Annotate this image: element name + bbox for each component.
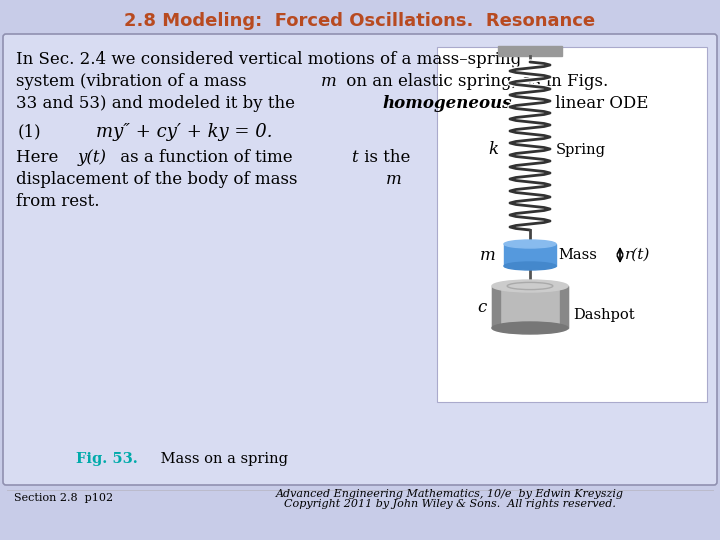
Text: In Sec. 2.4 we considered vertical motions of a mass–spring: In Sec. 2.4 we considered vertical motio… — [16, 51, 521, 68]
Text: from rest.: from rest. — [16, 193, 99, 210]
Text: m: m — [386, 171, 402, 188]
Text: as a function of time: as a function of time — [115, 149, 298, 166]
Text: system (vibration of a mass: system (vibration of a mass — [16, 73, 252, 90]
Ellipse shape — [504, 240, 556, 248]
Text: Dashpot: Dashpot — [573, 308, 634, 322]
Ellipse shape — [504, 262, 556, 270]
Bar — [498, 46, 562, 56]
Text: k: k — [488, 141, 498, 159]
Bar — [560, 286, 568, 328]
Text: Here: Here — [16, 149, 63, 166]
Ellipse shape — [492, 322, 568, 334]
Text: on an elastic spring, as in Figs.: on an elastic spring, as in Figs. — [341, 73, 608, 90]
Ellipse shape — [492, 280, 568, 292]
Text: Fig. 53.: Fig. 53. — [76, 452, 138, 466]
Text: t: t — [351, 149, 357, 166]
Text: Mass on a spring: Mass on a spring — [156, 452, 288, 466]
Bar — [504, 244, 556, 266]
FancyBboxPatch shape — [437, 47, 707, 402]
FancyBboxPatch shape — [3, 34, 717, 485]
Text: r(t): r(t) — [625, 248, 650, 262]
Text: Mass: Mass — [558, 248, 597, 262]
Text: y(t): y(t) — [78, 149, 107, 166]
Text: my″ + cy′ + ky = 0.: my″ + cy′ + ky = 0. — [96, 123, 272, 141]
Text: c: c — [478, 299, 487, 315]
Text: (1): (1) — [18, 123, 42, 140]
Text: is the: is the — [359, 149, 411, 166]
Text: m: m — [320, 73, 336, 90]
Text: homogeneous: homogeneous — [383, 95, 513, 112]
Text: 33 and 53) and modeled it by the: 33 and 53) and modeled it by the — [16, 95, 300, 112]
Text: m: m — [480, 246, 496, 264]
Text: Section 2.8  p102: Section 2.8 p102 — [14, 493, 113, 503]
Text: linear ODE: linear ODE — [550, 95, 649, 112]
Text: Advanced Engineering Mathematics, 10/e  by Edwin Kreyszig: Advanced Engineering Mathematics, 10/e b… — [276, 489, 624, 499]
Bar — [492, 286, 568, 328]
Text: 2.8 Modeling:  Forced Oscillations.  Resonance: 2.8 Modeling: Forced Oscillations. Reson… — [125, 12, 595, 30]
Text: Spring: Spring — [556, 143, 606, 157]
Bar — [492, 286, 500, 328]
Text: Copyright 2011 by John Wiley & Sons.  All rights reserved.: Copyright 2011 by John Wiley & Sons. All… — [284, 499, 616, 509]
Text: displacement of the body of mass: displacement of the body of mass — [16, 171, 302, 188]
